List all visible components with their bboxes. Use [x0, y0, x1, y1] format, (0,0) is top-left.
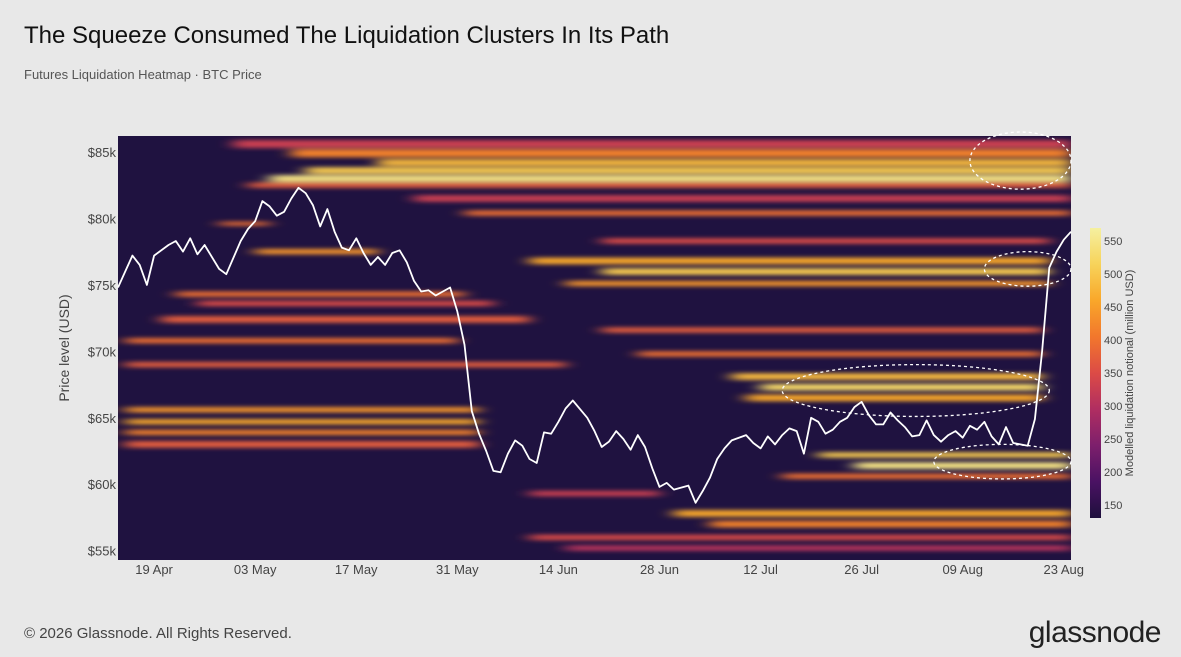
liquidation-bands	[125, 139, 1071, 551]
liquidation-band-0	[233, 139, 1071, 148]
liquidation-band-1	[291, 149, 1071, 158]
liquidation-band-10	[255, 248, 378, 255]
btc-price-line	[117, 186, 1072, 504]
copyright-notice: © 2026 Glassnode. All Rights Reserved.	[24, 625, 292, 642]
liquidation-band-27	[125, 441, 479, 448]
chart-subtitle: Futures Liquidation Heatmap · BTC Price	[24, 67, 262, 82]
colorbar-ticks: 150 200 250 300 350 400 450 500 550	[1104, 236, 1122, 512]
liquidation-band-30	[782, 473, 1071, 479]
liquidation-band-2	[377, 159, 1071, 166]
liquidation-band-25	[125, 419, 479, 425]
x-tick-label-9: 23 Aug	[1044, 562, 1085, 577]
colorbar-tick-2: 250	[1104, 434, 1122, 446]
y-axis-ticks: $55k $60k $65k $70k $75k $80k $85k	[88, 145, 117, 559]
y-tick-label-6: $85k	[88, 145, 117, 160]
colorbar-tick-4: 350	[1104, 368, 1122, 380]
liquidation-band-29	[854, 462, 1071, 469]
liquidation-band-14	[175, 291, 465, 297]
liquidation-band-12	[601, 268, 1050, 275]
plot-background	[118, 136, 1071, 560]
x-tick-label-7: 26 Jul	[844, 562, 879, 577]
liquidation-band-6	[414, 195, 1071, 202]
colorbar-tick-3: 300	[1104, 401, 1122, 413]
y-tick-label-1: $60k	[88, 477, 117, 492]
liquidation-band-13	[565, 280, 1050, 287]
liquidation-band-17	[601, 327, 1043, 333]
y-tick-label-0: $55k	[88, 544, 117, 559]
colorbar-tick-7: 500	[1104, 269, 1122, 281]
y-tick-label-4: $75k	[88, 278, 117, 293]
liquidation-band-22	[760, 383, 1043, 391]
y-axis-label: Price level (USD)	[56, 294, 72, 401]
liquidation-band-16	[161, 316, 530, 323]
colorbar-tick-5: 400	[1104, 335, 1122, 347]
colorbar-tick-1: 200	[1104, 467, 1122, 479]
liquidation-band-28	[818, 452, 1071, 458]
liquidation-band-31	[529, 490, 660, 497]
colorbar-tick-6: 450	[1104, 302, 1122, 314]
liquidation-band-21	[731, 373, 1043, 380]
liquidation-band-23	[746, 394, 1043, 402]
colorbar	[1090, 228, 1101, 518]
x-tick-label-8: 09 Aug	[942, 562, 983, 577]
liquidation-band-15	[197, 300, 494, 307]
x-axis-ticks: 19 Apr 03 May 17 May 31 May 14 Jun 28 Jun 12 J…	[135, 562, 1084, 577]
colorbar-tick-0: 150	[1104, 500, 1122, 512]
liquidation-band-7	[464, 210, 1071, 216]
x-tick-label-5: 28 Jun	[640, 562, 679, 577]
liquidation-heatmap-chart: $55k $60k $65k $70k $75k $80k $85k 19 Apr 03 Ma…	[56, 131, 1136, 577]
y-tick-label-2: $65k	[88, 411, 117, 426]
liquidation-band-18	[125, 338, 458, 344]
liquidation-band-24	[125, 407, 479, 413]
glassnode-logo: glassnode	[1028, 616, 1162, 649]
liquidation-band-26	[125, 429, 479, 436]
liquidation-band-11	[529, 257, 1050, 265]
liquidation-band-33	[710, 520, 1071, 528]
liquidation-band-34	[529, 534, 1071, 541]
liquidation-band-8	[219, 221, 270, 226]
liquidation-band-32	[673, 510, 1071, 517]
chart-title: The Squeeze Consumed The Liquidation Clu…	[24, 22, 670, 49]
cluster-ellipse-2	[781, 363, 1050, 418]
colorbar-tick-8: 550	[1104, 236, 1122, 248]
x-tick-label-0: 19 Apr	[135, 562, 173, 577]
y-tick-label-3: $70k	[88, 344, 117, 359]
liquidation-band-5	[247, 182, 1071, 188]
cluster-annotations	[781, 131, 1072, 480]
liquidation-band-19	[637, 351, 1043, 357]
x-tick-label-4: 14 Jun	[539, 562, 578, 577]
liquidation-band-35	[565, 545, 1071, 551]
x-tick-label-1: 03 May	[234, 562, 277, 577]
liquidation-band-3	[305, 167, 1071, 174]
x-tick-label-2: 17 May	[335, 562, 378, 577]
cluster-ellipse-0	[969, 131, 1072, 190]
liquidation-band-4	[269, 175, 1071, 182]
colorbar-label: Modelled liquidation notional (million U…	[1124, 270, 1136, 477]
liquidation-band-20	[125, 361, 566, 368]
cluster-ellipse-3	[933, 443, 1072, 480]
x-tick-label-6: 12 Jul	[743, 562, 778, 577]
cluster-ellipse-1	[983, 250, 1072, 287]
y-tick-label-5: $80k	[88, 211, 117, 226]
liquidation-band-9	[601, 238, 1050, 244]
x-tick-label-3: 31 May	[436, 562, 479, 577]
